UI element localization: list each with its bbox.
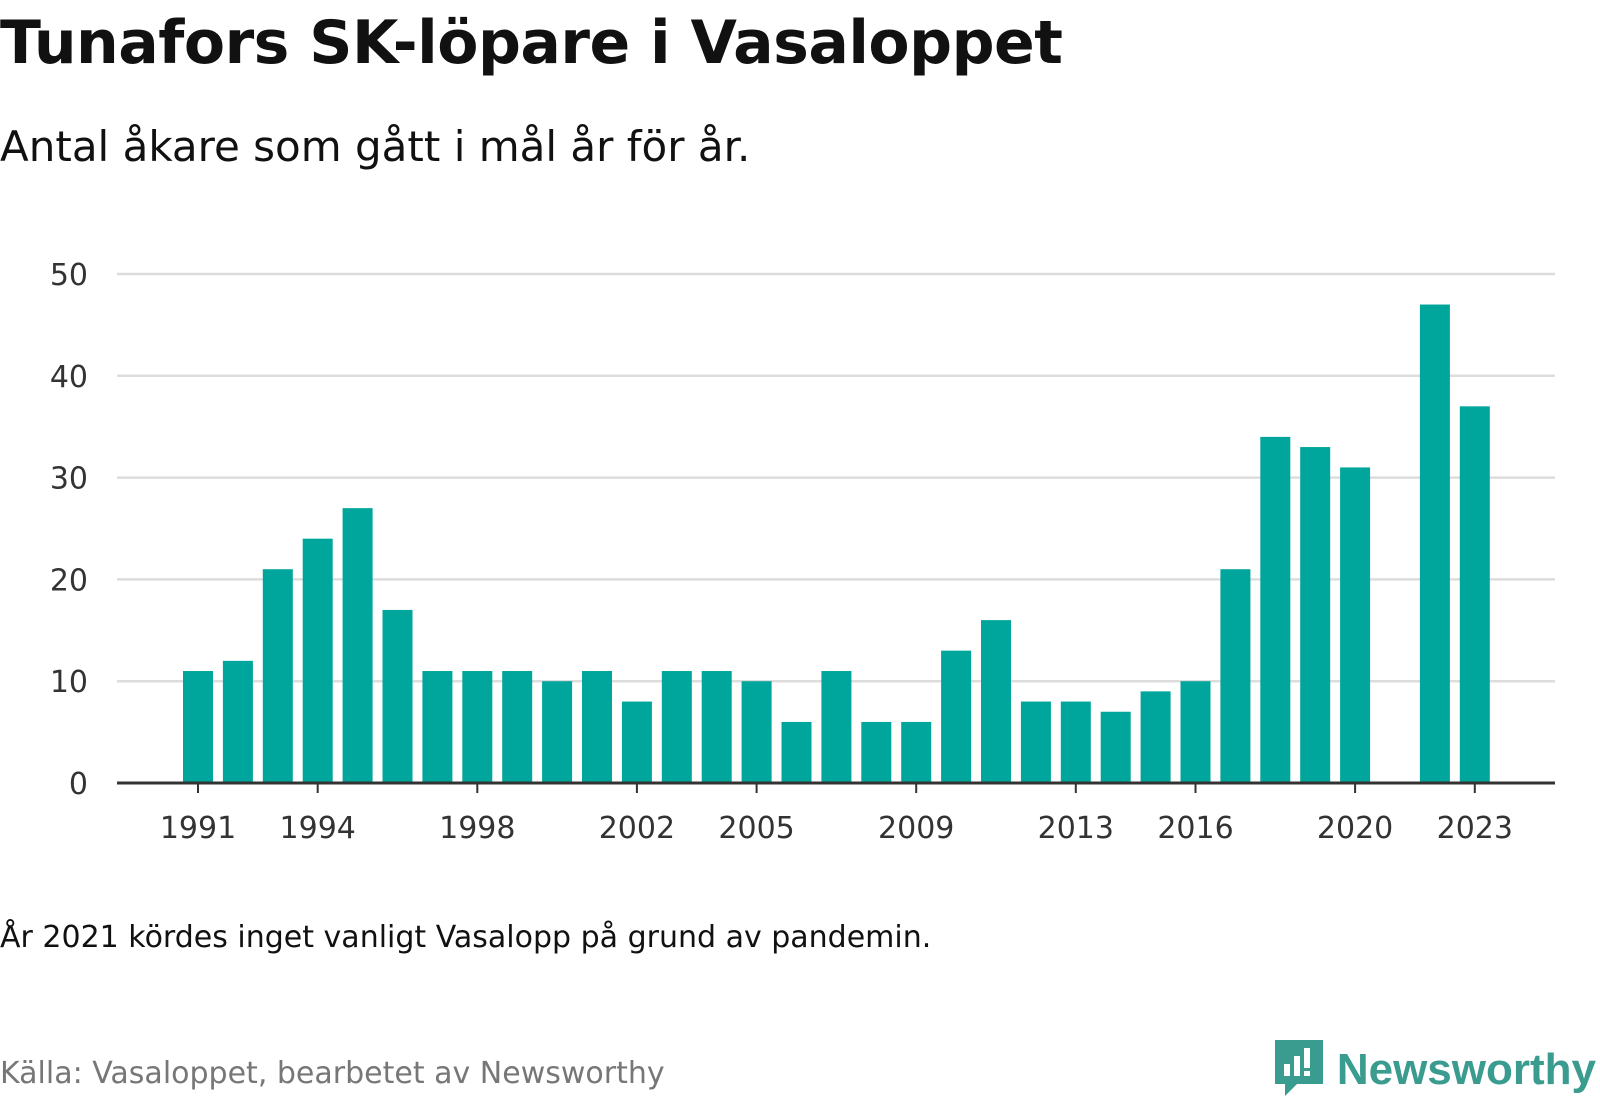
bar <box>741 681 772 783</box>
bar <box>1260 436 1291 783</box>
x-tick-label: 2009 <box>878 811 954 846</box>
bar <box>981 620 1011 783</box>
newsworthy-logo[interactable]: Newsworthy <box>1274 1040 1596 1100</box>
bar <box>222 660 253 783</box>
bar <box>1459 406 1490 783</box>
newsworthy-logo-icon <box>1274 1040 1323 1100</box>
bar <box>661 671 692 783</box>
bar <box>542 681 573 783</box>
y-tick-label: 30 <box>50 462 88 497</box>
bar <box>1340 467 1371 783</box>
bar <box>302 538 333 783</box>
y-tick-label: 40 <box>50 360 88 395</box>
bar <box>1060 701 1091 783</box>
y-tick-label: 0 <box>69 767 88 802</box>
bar <box>821 671 852 783</box>
bar <box>701 671 732 783</box>
bar <box>941 650 972 783</box>
bar <box>901 721 932 783</box>
x-tick-label: 1991 <box>160 811 236 846</box>
bar <box>262 569 293 783</box>
x-tick-label: 2016 <box>1157 811 1233 846</box>
bar <box>422 671 453 783</box>
bar-chart: 0 10 20 30 40 50 1991 1994 1998 2002 2005 2009 2013 2… <box>50 258 1555 846</box>
bar <box>1220 569 1251 783</box>
x-tick-label: 2013 <box>1038 811 1114 846</box>
bar <box>781 721 812 783</box>
y-tick-label: 20 <box>50 563 88 598</box>
bar <box>183 671 213 783</box>
newsworthy-logo-text: Newsworthy <box>1336 1045 1596 1094</box>
bar <box>621 701 652 783</box>
bar <box>1020 701 1051 783</box>
x-tick-label: 2005 <box>718 811 794 846</box>
bar <box>1419 304 1450 783</box>
bar <box>342 508 373 783</box>
chart-title: Tunafors SK-löpare i Vasaloppet <box>0 8 1063 78</box>
x-tick-label: 2002 <box>599 811 675 846</box>
bar <box>1100 711 1131 783</box>
chart-subtitle: Antal åkare som gått i mål år för år. <box>0 122 751 171</box>
bar <box>502 671 533 783</box>
y-tick-label: 10 <box>50 665 88 700</box>
bar <box>582 671 612 783</box>
bar <box>462 671 493 783</box>
bar <box>861 721 892 783</box>
x-tick-label: 2023 <box>1437 811 1513 846</box>
source-text: Källa: Vasaloppet, bearbetet av Newswort… <box>0 1056 665 1091</box>
x-tick-label: 1998 <box>439 811 515 846</box>
y-tick-label: 50 <box>50 258 88 293</box>
bar <box>382 609 413 783</box>
bar <box>1140 691 1171 783</box>
x-tick-label: 2020 <box>1317 811 1393 846</box>
bar <box>1300 447 1331 783</box>
x-tick-label: 1994 <box>280 811 356 846</box>
chart-note: År 2021 kördes inget vanligt Vasalopp på… <box>0 920 932 955</box>
bar <box>1180 681 1211 783</box>
